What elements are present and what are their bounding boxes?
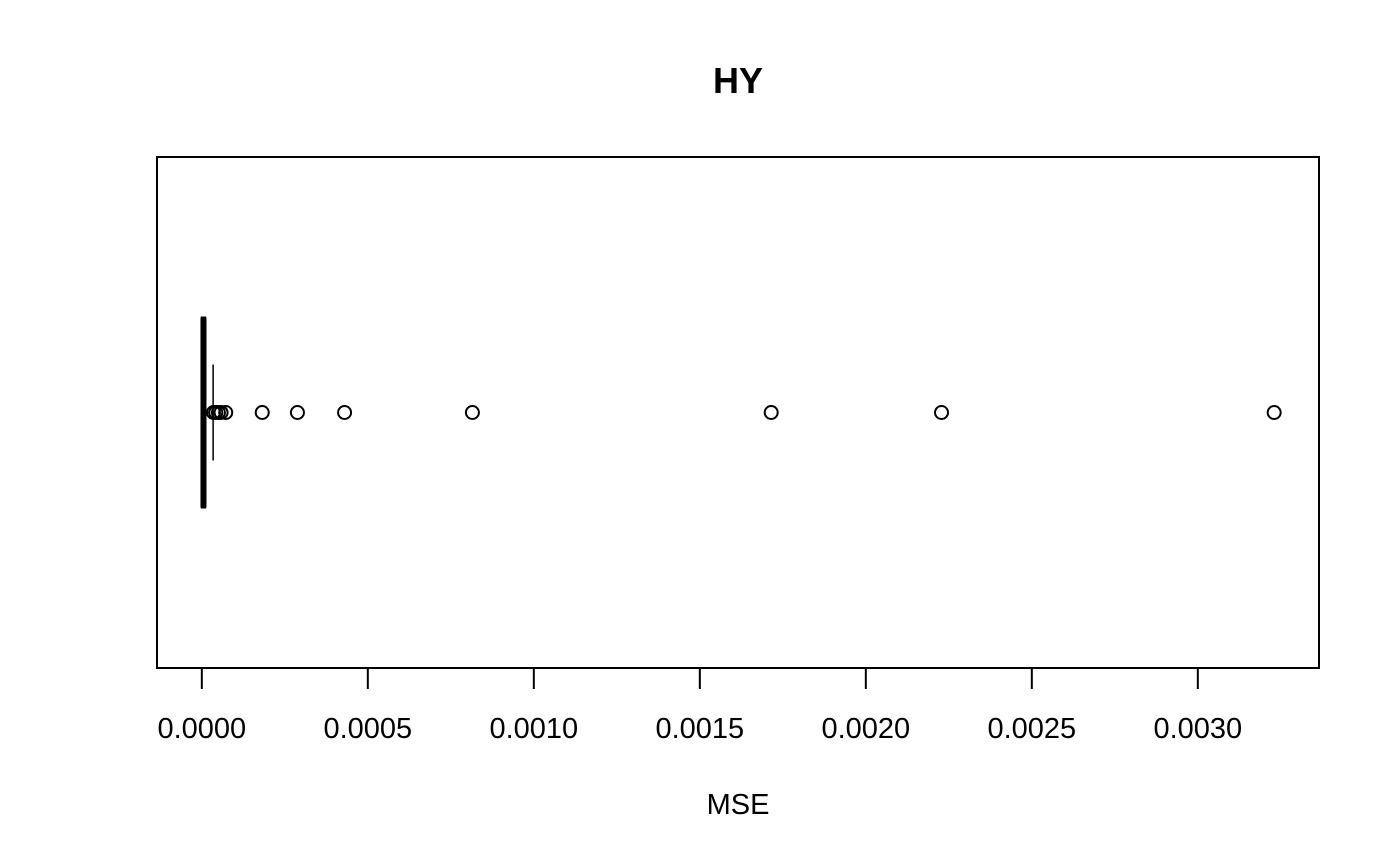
x-tick-label: 0.0030 [1153, 713, 1242, 745]
x-tick-label: 0.0025 [987, 713, 1076, 745]
x-tick-label: 0.0020 [821, 713, 910, 745]
x-tick-label: 0.0005 [323, 713, 412, 745]
x-axis-label: MSE [707, 789, 770, 821]
plot-frame [156, 156, 1320, 669]
outlier-point [464, 405, 480, 420]
outlier-point [218, 405, 234, 420]
outlier-point [763, 405, 779, 420]
x-axis: 0.0000 0.0005 0.0010 0.0015 0.0020 0.0025 0.00… [157, 667, 1242, 745]
outlier-point [254, 405, 270, 420]
chart-title: HY [713, 60, 763, 101]
outlier-point [1266, 405, 1282, 420]
outlier-point [289, 405, 305, 420]
outlier-point [213, 405, 229, 420]
x-tick-label: 0.0010 [489, 713, 578, 745]
box-plot [200, 316, 1282, 509]
outlier-point [934, 405, 950, 420]
x-tick-label: 0.0000 [157, 713, 246, 745]
x-tick-label: 0.0015 [655, 713, 744, 745]
outlier-point [337, 405, 353, 420]
